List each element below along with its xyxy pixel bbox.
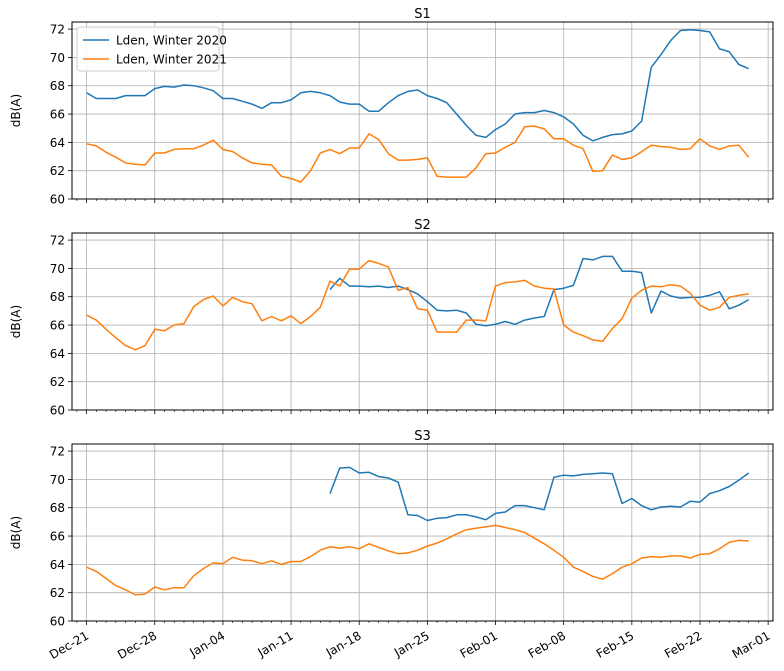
- y-tick-label: 70: [50, 473, 65, 487]
- panel-title: S1: [414, 7, 431, 22]
- plot-frame: [71, 443, 774, 622]
- y-axis-label: dB(A): [9, 94, 23, 127]
- y-tick-label: 70: [50, 51, 65, 65]
- legend-entry-label: Lden, Winter 2021: [116, 53, 227, 67]
- x-tick-label: Feb-22: [662, 628, 704, 661]
- panel-s3: S3 60 62 64 66 68 70 72 dB(A): [9, 429, 774, 629]
- y-tick-label: 64: [50, 136, 65, 150]
- y-tick-label: 72: [50, 234, 65, 248]
- plot-frame: [71, 232, 774, 411]
- series-line-winter-2021: [86, 259, 749, 351]
- x-tick-label: Feb-01: [458, 628, 500, 661]
- y-tick-label: 66: [50, 530, 65, 544]
- x-tick-label: Feb-15: [594, 628, 636, 661]
- x-tick-label: Dec-28: [115, 628, 159, 662]
- plot-frame: [71, 21, 774, 200]
- x-tick-label: Jan-18: [323, 628, 364, 660]
- y-tick-label: 60: [50, 404, 65, 418]
- y-tick-label: 66: [50, 319, 65, 333]
- series-line-winter-2021: [86, 524, 749, 596]
- x-tick-label: Jan-11: [255, 628, 296, 660]
- x-tick-label: Feb-08: [526, 628, 568, 661]
- legend-entry-label: Lden, Winter 2020: [116, 34, 227, 48]
- y-axis-label: dB(A): [9, 305, 23, 338]
- x-tick-label: Mar-01: [730, 628, 773, 661]
- panel-title: S2: [414, 218, 431, 233]
- y-tick-label: 64: [50, 558, 65, 572]
- y-tick-label: 62: [50, 586, 65, 600]
- legend: Lden, Winter 2020 Lden, Winter 2021: [76, 26, 227, 72]
- x-tick-label: Jan-04: [187, 628, 228, 660]
- y-tick-label: 70: [50, 262, 65, 276]
- y-tick-label: 62: [50, 375, 65, 389]
- series-line-winter-2020: [86, 29, 749, 142]
- y-tick-label: 60: [50, 615, 65, 629]
- y-tick-label: 62: [50, 164, 65, 178]
- panel-title: S3: [414, 429, 431, 444]
- y-tick-label: 72: [50, 23, 65, 37]
- legend-box: [76, 26, 220, 72]
- y-tick-label: 68: [50, 290, 65, 304]
- y-tick-label: 68: [50, 79, 65, 93]
- y-tick-label: 72: [50, 445, 65, 459]
- series-line-winter-2020: [329, 466, 750, 522]
- y-tick-label: 68: [50, 501, 65, 515]
- x-tick-label: Dec-21: [47, 628, 91, 662]
- y-tick-label: 64: [50, 347, 65, 361]
- y-tick-label: 60: [50, 193, 65, 207]
- y-axis-label: dB(A): [9, 516, 23, 549]
- y-tick-label: 66: [50, 108, 65, 122]
- x-tick-label: Jan-25: [391, 628, 432, 660]
- series-line-winter-2020: [329, 255, 750, 327]
- series-line-winter-2021: [86, 125, 750, 183]
- panel-s2: S2 60 62 64 66 68 70 72 dB(A): [9, 218, 774, 418]
